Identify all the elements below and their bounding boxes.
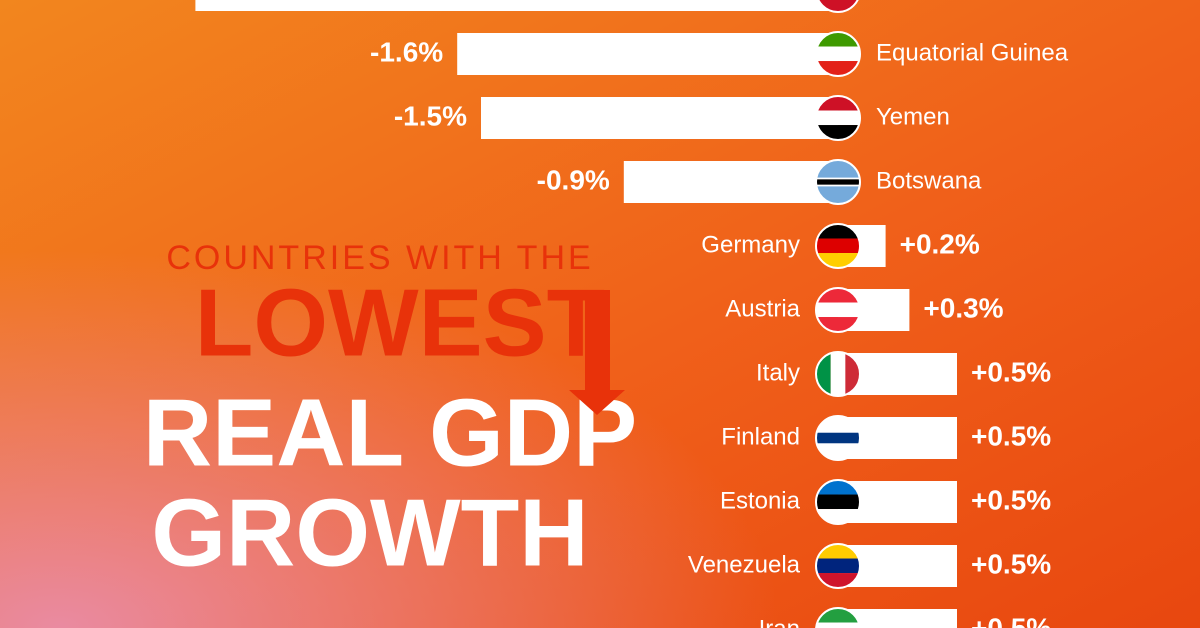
flag-border [815,95,861,141]
value-label: +0.5% [971,548,1051,579]
title-line: REAL GDP [143,379,637,486]
flag [816,160,860,204]
category-label: Austria [725,295,800,322]
flag-border [815,543,861,589]
value-label: +0.5% [971,484,1051,515]
title-line: GROWTH [151,479,588,586]
value-label: -0.9% [537,164,610,195]
category-label: Germany [701,231,800,258]
category-label: Venezuela [688,551,801,578]
flag-border [815,415,861,461]
value-label: +0.2% [900,228,980,259]
category-label: Iran [759,615,800,628]
category-label: Equatorial Guinea [876,39,1069,66]
flag-stripe [816,110,860,126]
value-label: +0.5% [971,356,1051,387]
flag-stripe [816,179,860,185]
flag-border [815,351,861,397]
bar [481,97,838,139]
value-label: +0.5% [971,420,1051,451]
flag-border [815,223,861,269]
category-label: Finland [721,423,800,450]
value-label: -2.7% [108,0,181,3]
bar [195,0,838,11]
bar [457,33,838,75]
flag-border [815,31,861,77]
category-label: Italy [756,359,800,386]
flag [816,416,860,460]
flag-stripe [830,352,846,396]
bar [623,161,838,203]
category-label: Yemen [876,103,950,130]
value-label: -1.6% [370,36,443,67]
category-label: Estonia [720,487,801,514]
flag-stripe [816,432,860,444]
flag-stripe [816,46,860,62]
value-label: +0.3% [923,292,1003,323]
flag-border [815,607,861,628]
value-label: +0.5% [971,612,1051,628]
flag-stripe [816,494,860,510]
title-line: COUNTRIES WITH THE [166,239,593,277]
flag-border [815,479,861,525]
title-line: LOWEST [195,269,606,376]
arrow-icon [569,290,625,415]
flag-stripe [816,622,860,628]
flag-stripe [816,238,860,254]
value-label: -1.5% [394,100,467,131]
category-label: Botswana [876,167,982,194]
flag-stripe [816,558,860,574]
bar [838,609,957,628]
flag-stripe [816,302,860,318]
flag-border [817,0,859,13]
flag-border [815,287,861,333]
flag-border [815,159,861,205]
